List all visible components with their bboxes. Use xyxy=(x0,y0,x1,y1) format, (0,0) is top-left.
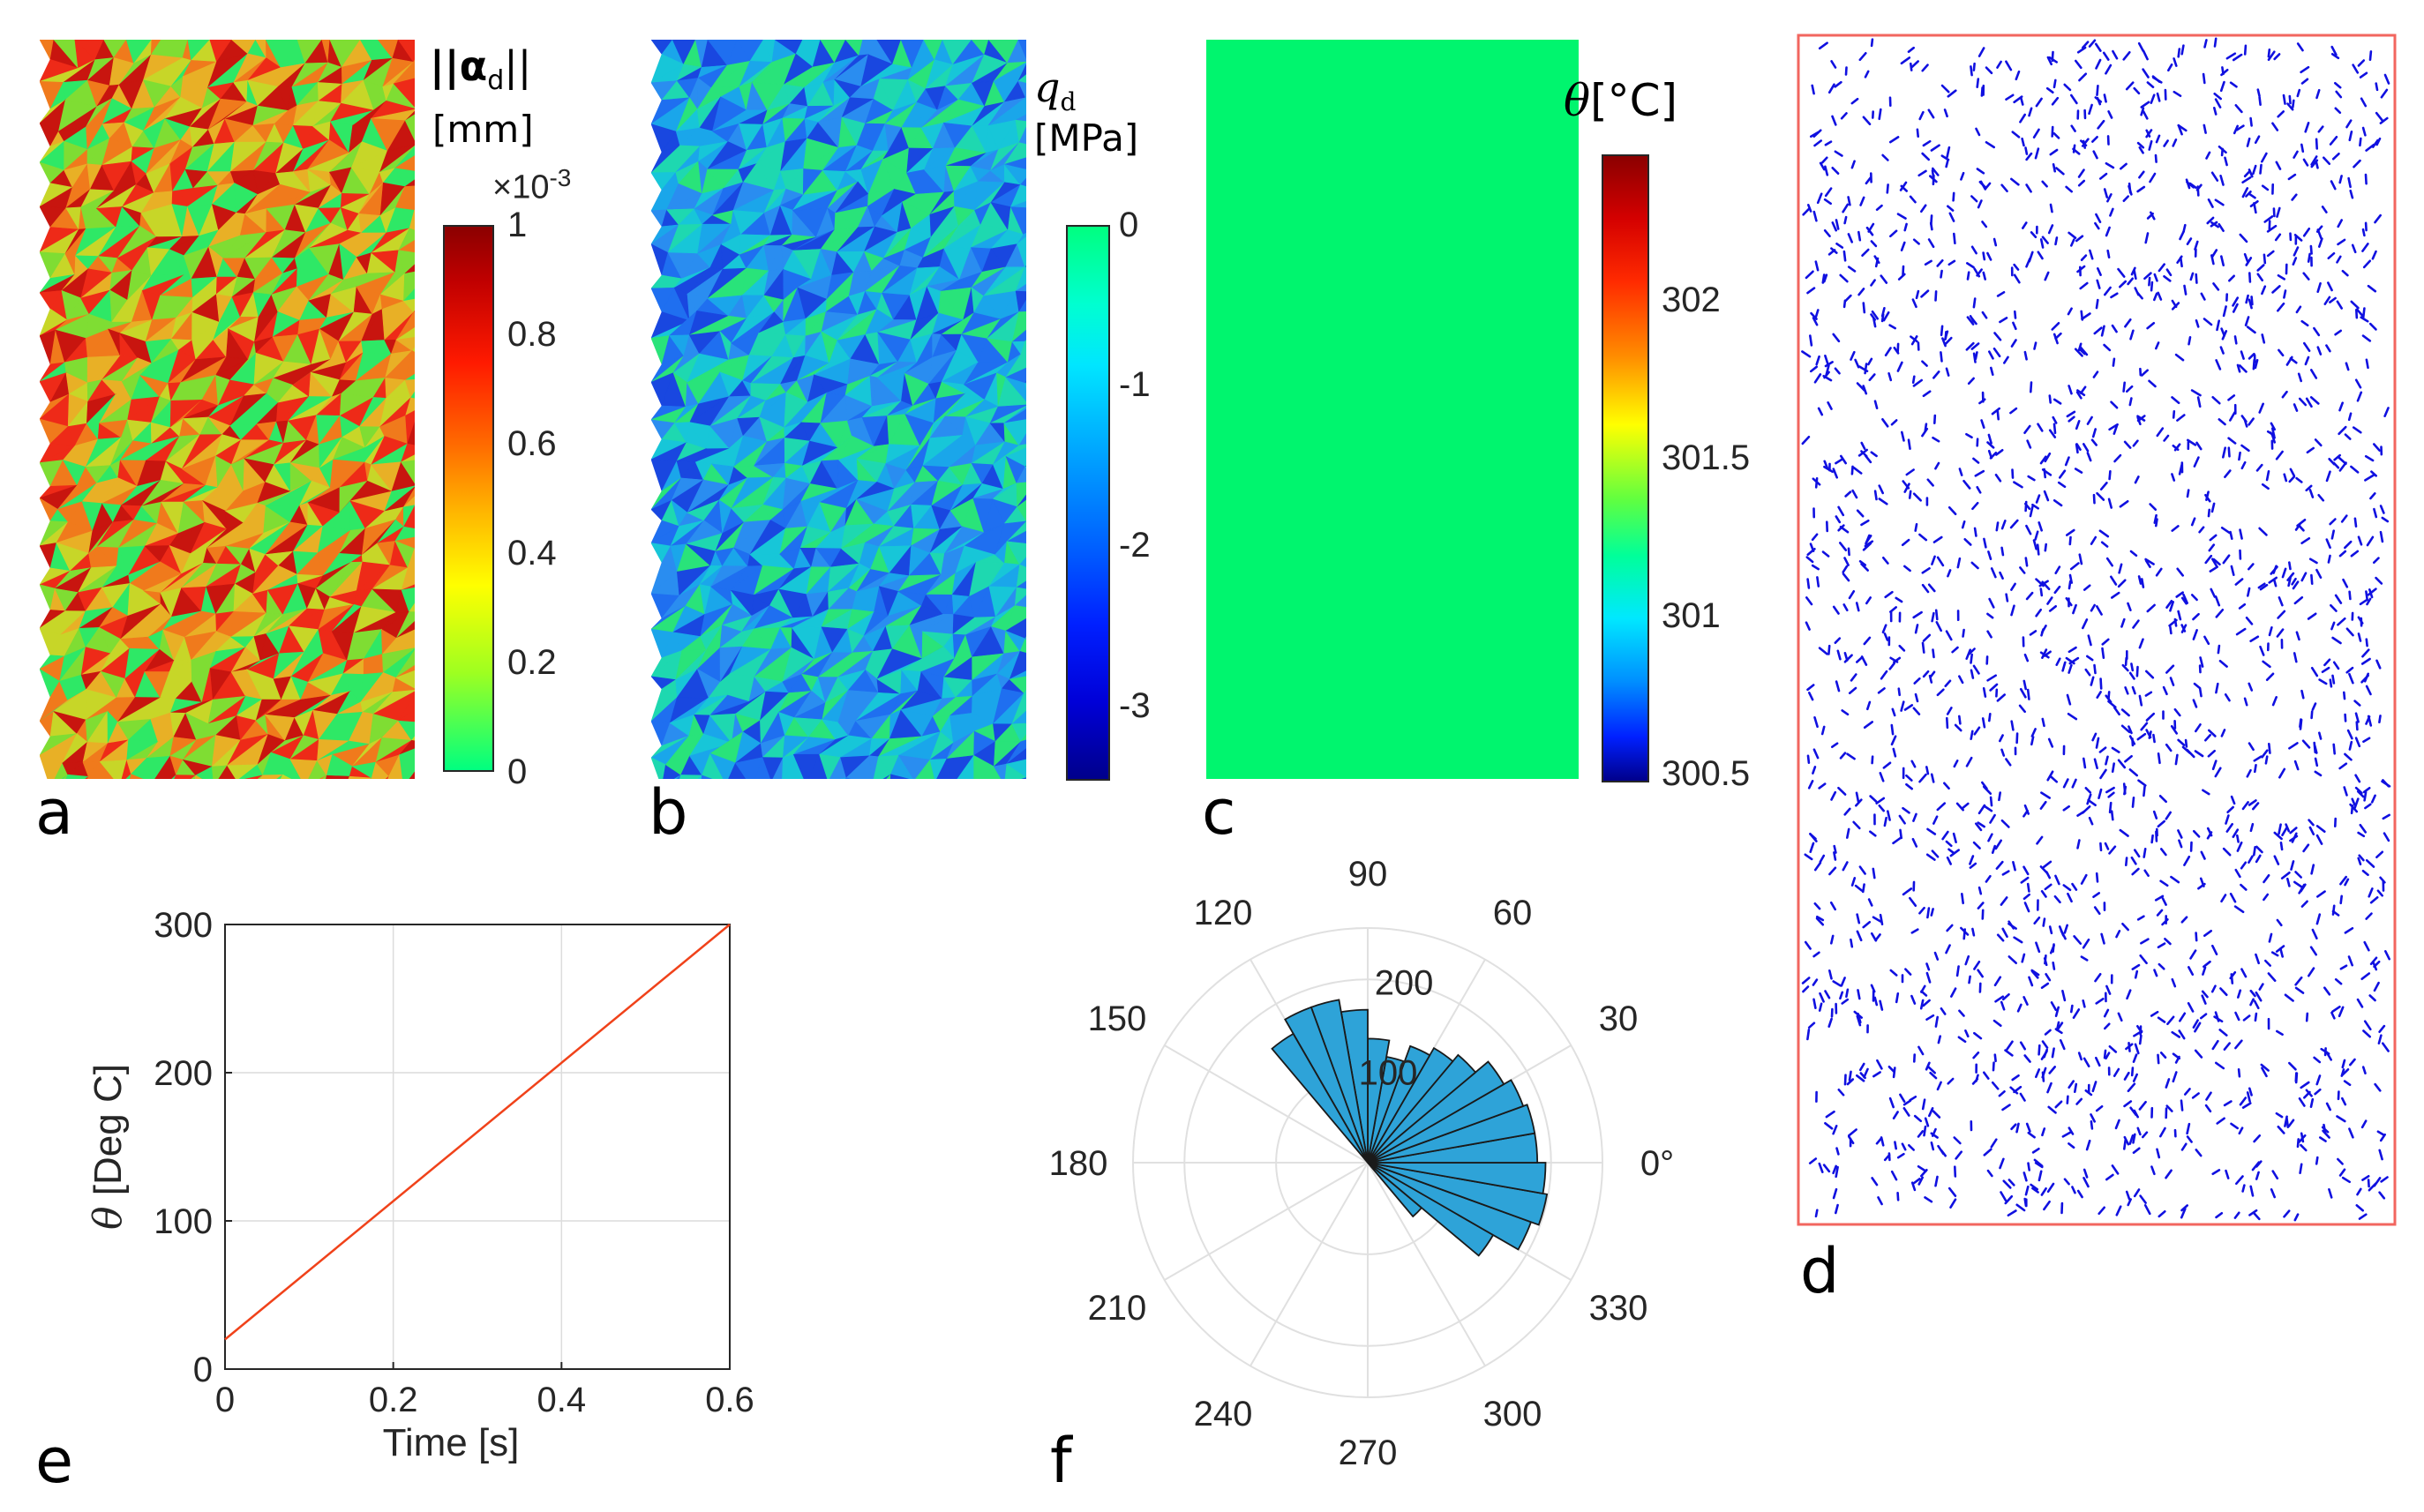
panel-label-c: c xyxy=(1202,776,1236,849)
angle-tick-label: 270 xyxy=(1339,1433,1398,1472)
colorbar-c-tick-300.5: 300.5 xyxy=(1662,754,1751,793)
radial-tick-label: 200 xyxy=(1375,963,1434,1002)
radial-tick-label: 100 xyxy=(1359,1054,1418,1093)
colorbar-c xyxy=(1602,154,1649,782)
polar-bar xyxy=(1271,1032,1369,1164)
angle-tick-label: 90 xyxy=(1348,855,1388,894)
polar-bar xyxy=(1367,1162,1549,1226)
panel-label-e: e xyxy=(35,1425,74,1497)
panel-label-f: f xyxy=(1050,1425,1072,1497)
colorbar-a-tick-0: 0 xyxy=(507,752,528,791)
colorbar-b xyxy=(1066,225,1110,781)
panel-label-a: a xyxy=(35,776,73,849)
y-tick-label: 300 xyxy=(154,906,213,945)
colorbar-c-tick-301.5: 301.5 xyxy=(1662,438,1751,477)
plot-frame xyxy=(224,924,731,1370)
y-axis-label: θ [Deg C] xyxy=(86,1064,131,1230)
colorbar-a xyxy=(443,225,494,772)
angle-tick-label: 150 xyxy=(1088,999,1147,1038)
colorbar-a-tick-0.4: 0.4 xyxy=(507,534,557,573)
panel-label-d: d xyxy=(1800,1235,1840,1307)
colorbar-a-tick-0.6: 0.6 xyxy=(507,424,557,463)
colorbar-a-tick-1: 1 xyxy=(507,206,528,244)
colorbar-b-tick-neg1: -1 xyxy=(1119,365,1151,404)
x-tick-label: 0.6 xyxy=(705,1381,754,1419)
polar-bar xyxy=(1367,1162,1547,1195)
angle-tick-label: 240 xyxy=(1194,1395,1253,1433)
series-line xyxy=(224,924,731,1341)
polar-histogram-chart: 100 200 0° 30 60 90 120 150 180 210 240 270 300 330 xyxy=(1049,855,1675,1472)
polar-bar xyxy=(1367,1053,1477,1164)
colorbar-c-tick-302: 302 xyxy=(1662,281,1721,319)
colorbar-a-tick-0.8: 0.8 xyxy=(507,315,557,354)
polar-bars xyxy=(1271,999,1549,1257)
polar-spoke xyxy=(1164,1044,1369,1164)
colorbar-b-tick-0: 0 xyxy=(1119,206,1139,244)
polar-bar xyxy=(1367,1079,1525,1164)
colorbar-b-tick-neg3: -3 xyxy=(1119,686,1151,725)
polar-spoke xyxy=(1250,1162,1369,1366)
x-tick-label: 0.4 xyxy=(537,1381,587,1419)
angle-tick-label: 210 xyxy=(1088,1289,1147,1328)
y-tick-label: 200 xyxy=(154,1054,213,1093)
fiber-orientation-map xyxy=(1797,34,2397,1226)
angle-tick-label: 300 xyxy=(1483,1395,1542,1433)
colorbar-b-tick-neg2: -2 xyxy=(1119,526,1151,565)
colorbar-c-tick-301: 301 xyxy=(1662,596,1721,635)
angle-tick-label: 30 xyxy=(1599,999,1639,1038)
colorbar-a-tick-0.2: 0.2 xyxy=(507,643,557,682)
colorbar-b-unit: [MPa] xyxy=(1034,116,1139,160)
x-tick-label: 0.2 xyxy=(369,1381,418,1419)
polar-spoke xyxy=(1164,1162,1369,1281)
polar-bar xyxy=(1367,1044,1431,1164)
angle-tick-label: 180 xyxy=(1049,1144,1108,1183)
angle-tick-label: 330 xyxy=(1589,1289,1648,1328)
mesh-map-alpha xyxy=(40,40,415,779)
temperature-time-chart: 0 0.2 0.4 0.6 0 100 200 300 Time [s] θ [Deg C] xyxy=(86,906,754,1464)
uniform-temperature-field xyxy=(1206,40,1579,779)
mesh-map-q xyxy=(651,40,1026,779)
polar-spoke xyxy=(1367,1162,1486,1366)
x-tick-label: 0 xyxy=(215,1381,235,1419)
colorbar-a-unit: [mm] xyxy=(432,108,534,151)
colorbar-b-title: qd xyxy=(1034,64,1077,117)
colorbar-c-title: θ[°C] xyxy=(1564,75,1678,126)
colorbar-a-multiplier: ×10-3 xyxy=(492,164,572,206)
y-tick-label: 100 xyxy=(154,1202,213,1241)
angle-tick-label: 60 xyxy=(1493,894,1533,932)
colorbar-a-title: ||αd|| xyxy=(430,42,532,97)
y-tick-label: 0 xyxy=(193,1351,213,1389)
angle-tick-label: 120 xyxy=(1194,894,1253,932)
polar-bar xyxy=(1367,1046,1454,1164)
x-axis-label: Time [s] xyxy=(383,1421,520,1464)
polar-bar xyxy=(1284,1006,1369,1164)
polar-bar xyxy=(1367,1060,1505,1164)
angle-tick-label: 0° xyxy=(1640,1144,1674,1183)
panel-label-b: b xyxy=(649,776,688,849)
